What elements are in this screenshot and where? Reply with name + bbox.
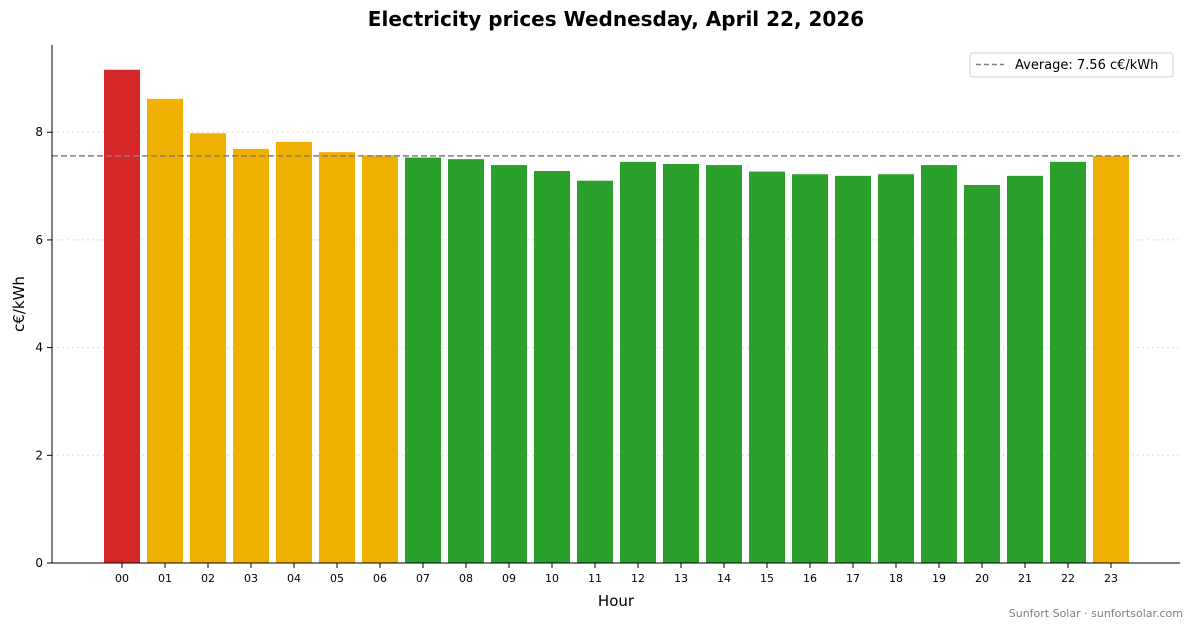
x-tick-label: 06 [373,572,387,585]
x-tick-label: 05 [330,572,344,585]
x-tick-label: 04 [287,572,301,585]
y-tick-label: 8 [35,125,43,139]
bar-19 [921,165,957,564]
x-tick-label: 02 [201,572,215,585]
bar-15 [749,171,785,564]
x-tick-label: 09 [502,572,516,585]
bar-14 [706,165,742,564]
bar-06 [362,155,398,563]
x-tick-label: 01 [158,572,172,585]
x-tick-label: 19 [932,572,946,585]
bar-09 [491,165,527,564]
y-tick-label: 4 [35,341,43,355]
x-tick-label: 21 [1018,572,1032,585]
axes [51,45,1180,564]
bar-07 [405,157,441,564]
bar-12 [620,161,656,563]
bar-04 [276,141,312,563]
x-axis-label: Hour [598,592,635,610]
y-tick-label: 6 [35,233,43,247]
x-tick-label: 14 [717,572,731,585]
bar-00 [104,69,140,564]
y-axis-label: c€/kWh [10,276,28,332]
bar-23 [1093,155,1129,563]
bar-10 [534,171,570,563]
x-tick-label: 23 [1104,572,1118,585]
bar-17 [835,175,871,563]
y-tick-label: 2 [35,448,43,462]
x-tick-label: 16 [803,572,817,585]
bar-08 [448,159,484,563]
bar-22 [1050,161,1086,563]
bar-16 [792,174,828,563]
bar-05 [319,152,355,563]
x-tick-label: 08 [459,572,473,585]
chart-title: Electricity prices Wednesday, April 22, … [368,7,864,31]
bar-11 [577,180,613,563]
x-tick-label: 00 [115,572,129,585]
y-tick-label: 0 [35,556,43,570]
bar-13 [663,164,699,563]
bar-03 [233,148,269,563]
legend-label: Average: 7.56 c€/kWh [1015,58,1158,73]
bar-01 [147,98,183,563]
x-tick-label: 03 [244,572,258,585]
bar-02 [190,133,226,564]
x-tick-label: 13 [674,572,688,585]
x-tick-label: 18 [889,572,903,585]
x-tick-label: 22 [1061,572,1075,585]
x-ticks: 00 01 02 03 04 05 06 07 08 09 10 11 12 13 14 15 16 17 18 19… [115,563,1118,585]
x-tick-label: 07 [416,572,430,585]
bars [104,69,1129,564]
legend: Average: 7.56 c€/kWh [969,52,1174,78]
bar-21 [1007,175,1043,563]
credit-text: Sunfort Solar · sunfortsolar.com [1009,607,1183,620]
x-tick-label: 20 [975,572,989,585]
x-tick-label: 12 [631,572,645,585]
x-tick-label: 17 [846,572,860,585]
bar-18 [878,174,914,563]
bar-20 [964,185,1000,563]
x-tick-label: 15 [760,572,774,585]
x-tick-label: 11 [588,572,602,585]
legend-box [969,52,1174,78]
y-ticks: 0 2 4 6 8 [35,125,52,570]
x-tick-label: 10 [545,572,559,585]
